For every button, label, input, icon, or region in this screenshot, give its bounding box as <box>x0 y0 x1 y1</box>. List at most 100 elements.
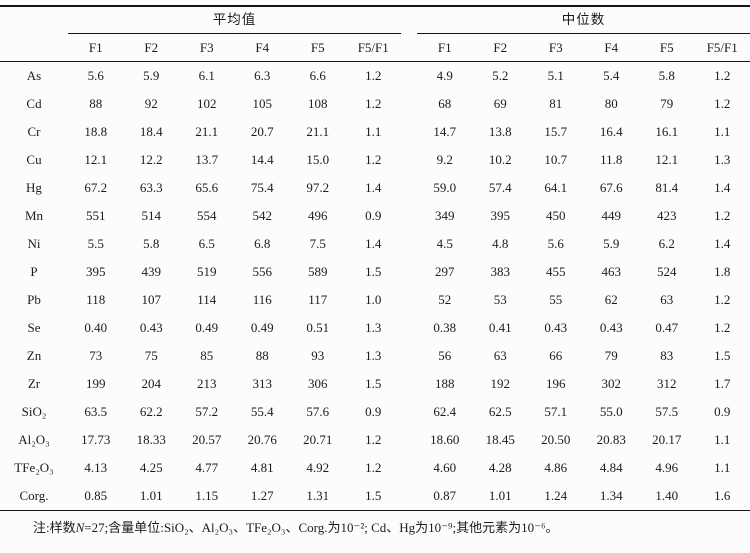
median-value-cell: 62.5 <box>473 398 529 426</box>
mean-value-cell: 1.15 <box>179 482 235 511</box>
median-value-cell: 4.9 <box>417 62 473 91</box>
mean-value-cell: 62.2 <box>124 398 180 426</box>
median-value-cell: 5.1 <box>528 62 584 91</box>
col-header-mean: F4 <box>235 34 291 62</box>
col-header-median: F3 <box>528 34 584 62</box>
mean-value-cell: 0.43 <box>124 314 180 342</box>
row-label: Zr <box>0 370 68 398</box>
mean-value-cell: 67.2 <box>68 174 124 202</box>
mean-value-cell: 1.3 <box>346 314 402 342</box>
note-italic-n: N <box>76 520 85 535</box>
median-value-cell: 4.8 <box>473 230 529 258</box>
median-value-cell: 395 <box>473 202 529 230</box>
mean-value-cell: 1.2 <box>346 146 402 174</box>
mean-value-cell: 20.71 <box>290 426 346 454</box>
mean-value-cell: 15.0 <box>290 146 346 174</box>
mean-value-cell: 88 <box>68 90 124 118</box>
mean-value-cell: 0.49 <box>235 314 291 342</box>
median-value-cell: 52 <box>417 286 473 314</box>
median-value-cell: 81 <box>528 90 584 118</box>
median-value-cell: 62.4 <box>417 398 473 426</box>
mean-value-cell: 4.13 <box>68 454 124 482</box>
col-header-median: F1 <box>417 34 473 62</box>
mean-value-cell: 6.1 <box>179 62 235 91</box>
median-value-cell: 57.4 <box>473 174 529 202</box>
mean-value-cell: 395 <box>68 258 124 286</box>
row-gap <box>401 342 417 370</box>
row-gap <box>401 454 417 482</box>
row-label: Pb <box>0 286 68 314</box>
mean-value-cell: 85 <box>179 342 235 370</box>
median-value-cell: 5.6 <box>528 230 584 258</box>
median-value-cell: 1.2 <box>695 286 750 314</box>
median-value-cell: 1.4 <box>695 174 750 202</box>
col-header-median: F5/F1 <box>695 34 750 62</box>
mean-value-cell: 1.01 <box>124 482 180 511</box>
mean-value-cell: 57.2 <box>179 398 235 426</box>
row-gap <box>401 230 417 258</box>
median-value-cell: 63 <box>473 342 529 370</box>
median-value-cell: 297 <box>417 258 473 286</box>
mean-value-cell: 116 <box>235 286 291 314</box>
median-value-cell: 79 <box>639 90 695 118</box>
median-value-cell: 69 <box>473 90 529 118</box>
row-gap <box>401 174 417 202</box>
mean-value-cell: 4.77 <box>179 454 235 482</box>
col-header-mean: F5/F1 <box>346 34 402 62</box>
mean-value-cell: 18.4 <box>124 118 180 146</box>
col-header-median: F5 <box>639 34 695 62</box>
mean-value-cell: 107 <box>124 286 180 314</box>
row-gap <box>401 202 417 230</box>
median-value-cell: 55.0 <box>584 398 640 426</box>
median-value-cell: 5.2 <box>473 62 529 91</box>
median-value-cell: 5.4 <box>584 62 640 91</box>
col-header-mean: F3 <box>179 34 235 62</box>
row-gap <box>401 314 417 342</box>
mean-value-cell: 13.7 <box>179 146 235 174</box>
mean-value-cell: 63.5 <box>68 398 124 426</box>
median-value-cell: 4.96 <box>639 454 695 482</box>
mean-value-cell: 21.1 <box>290 118 346 146</box>
mean-value-cell: 18.33 <box>124 426 180 454</box>
row-label: Zn <box>0 342 68 370</box>
col-header-label-cell <box>0 34 68 62</box>
mean-value-cell: 5.8 <box>124 230 180 258</box>
mean-value-cell: 17.73 <box>68 426 124 454</box>
mean-value-cell: 63.3 <box>124 174 180 202</box>
median-value-cell: 383 <box>473 258 529 286</box>
mean-value-cell: 7.5 <box>290 230 346 258</box>
row-gap <box>401 398 417 426</box>
mean-value-cell: 199 <box>68 370 124 398</box>
median-value-cell: 83 <box>639 342 695 370</box>
median-value-cell: 57.5 <box>639 398 695 426</box>
median-value-cell: 1.2 <box>695 202 750 230</box>
mean-value-cell: 542 <box>235 202 291 230</box>
mean-value-cell: 4.92 <box>290 454 346 482</box>
median-value-cell: 1.7 <box>695 370 750 398</box>
median-value-cell: 0.43 <box>584 314 640 342</box>
row-label: Se <box>0 314 68 342</box>
mean-value-cell: 1.4 <box>346 230 402 258</box>
mean-value-cell: 1.1 <box>346 118 402 146</box>
mean-value-cell: 97.2 <box>290 174 346 202</box>
mean-value-cell: 514 <box>124 202 180 230</box>
mean-value-cell: 0.49 <box>179 314 235 342</box>
mean-value-cell: 75.4 <box>235 174 291 202</box>
median-value-cell: 5.8 <box>639 62 695 91</box>
row-label: Mn <box>0 202 68 230</box>
median-value-cell: 12.1 <box>639 146 695 174</box>
median-value-cell: 302 <box>584 370 640 398</box>
row-gap <box>401 370 417 398</box>
table-note: 注:样数N=27;含量单位:SiO₂、Al₂O₃、TFe₂O₃、Corg.为10… <box>33 519 750 537</box>
row-label: SiO₂ <box>0 398 68 426</box>
median-value-cell: 1.4 <box>695 230 750 258</box>
median-value-cell: 450 <box>528 202 584 230</box>
median-value-cell: 64.1 <box>528 174 584 202</box>
